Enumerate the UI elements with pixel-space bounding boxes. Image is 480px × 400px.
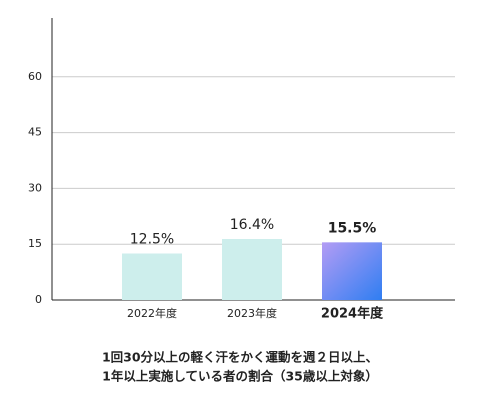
x-tick-label: 2024年度 <box>321 306 384 322</box>
caption-line: 1年以上実施している者の割合（35歳以上対象） <box>102 369 378 384</box>
bar <box>322 242 382 300</box>
y-tick-label: 60 <box>28 70 42 83</box>
y-tick-label: 45 <box>28 126 42 139</box>
bar <box>122 253 182 300</box>
y-tick-label: 30 <box>28 181 42 194</box>
value-label: 12.5% <box>130 232 174 248</box>
y-tick-label: 0 <box>35 293 42 306</box>
y-tick-label: 15 <box>28 237 42 250</box>
x-tick-label: 2023年度 <box>227 306 277 320</box>
caption-line: 1回30分以上の軽く汗をかく運動を週２日以上、 <box>102 350 378 365</box>
value-label: 15.5% <box>328 220 377 236</box>
value-label: 16.4% <box>230 217 274 233</box>
bar <box>222 238 282 300</box>
x-tick-label: 2022年度 <box>127 306 177 320</box>
